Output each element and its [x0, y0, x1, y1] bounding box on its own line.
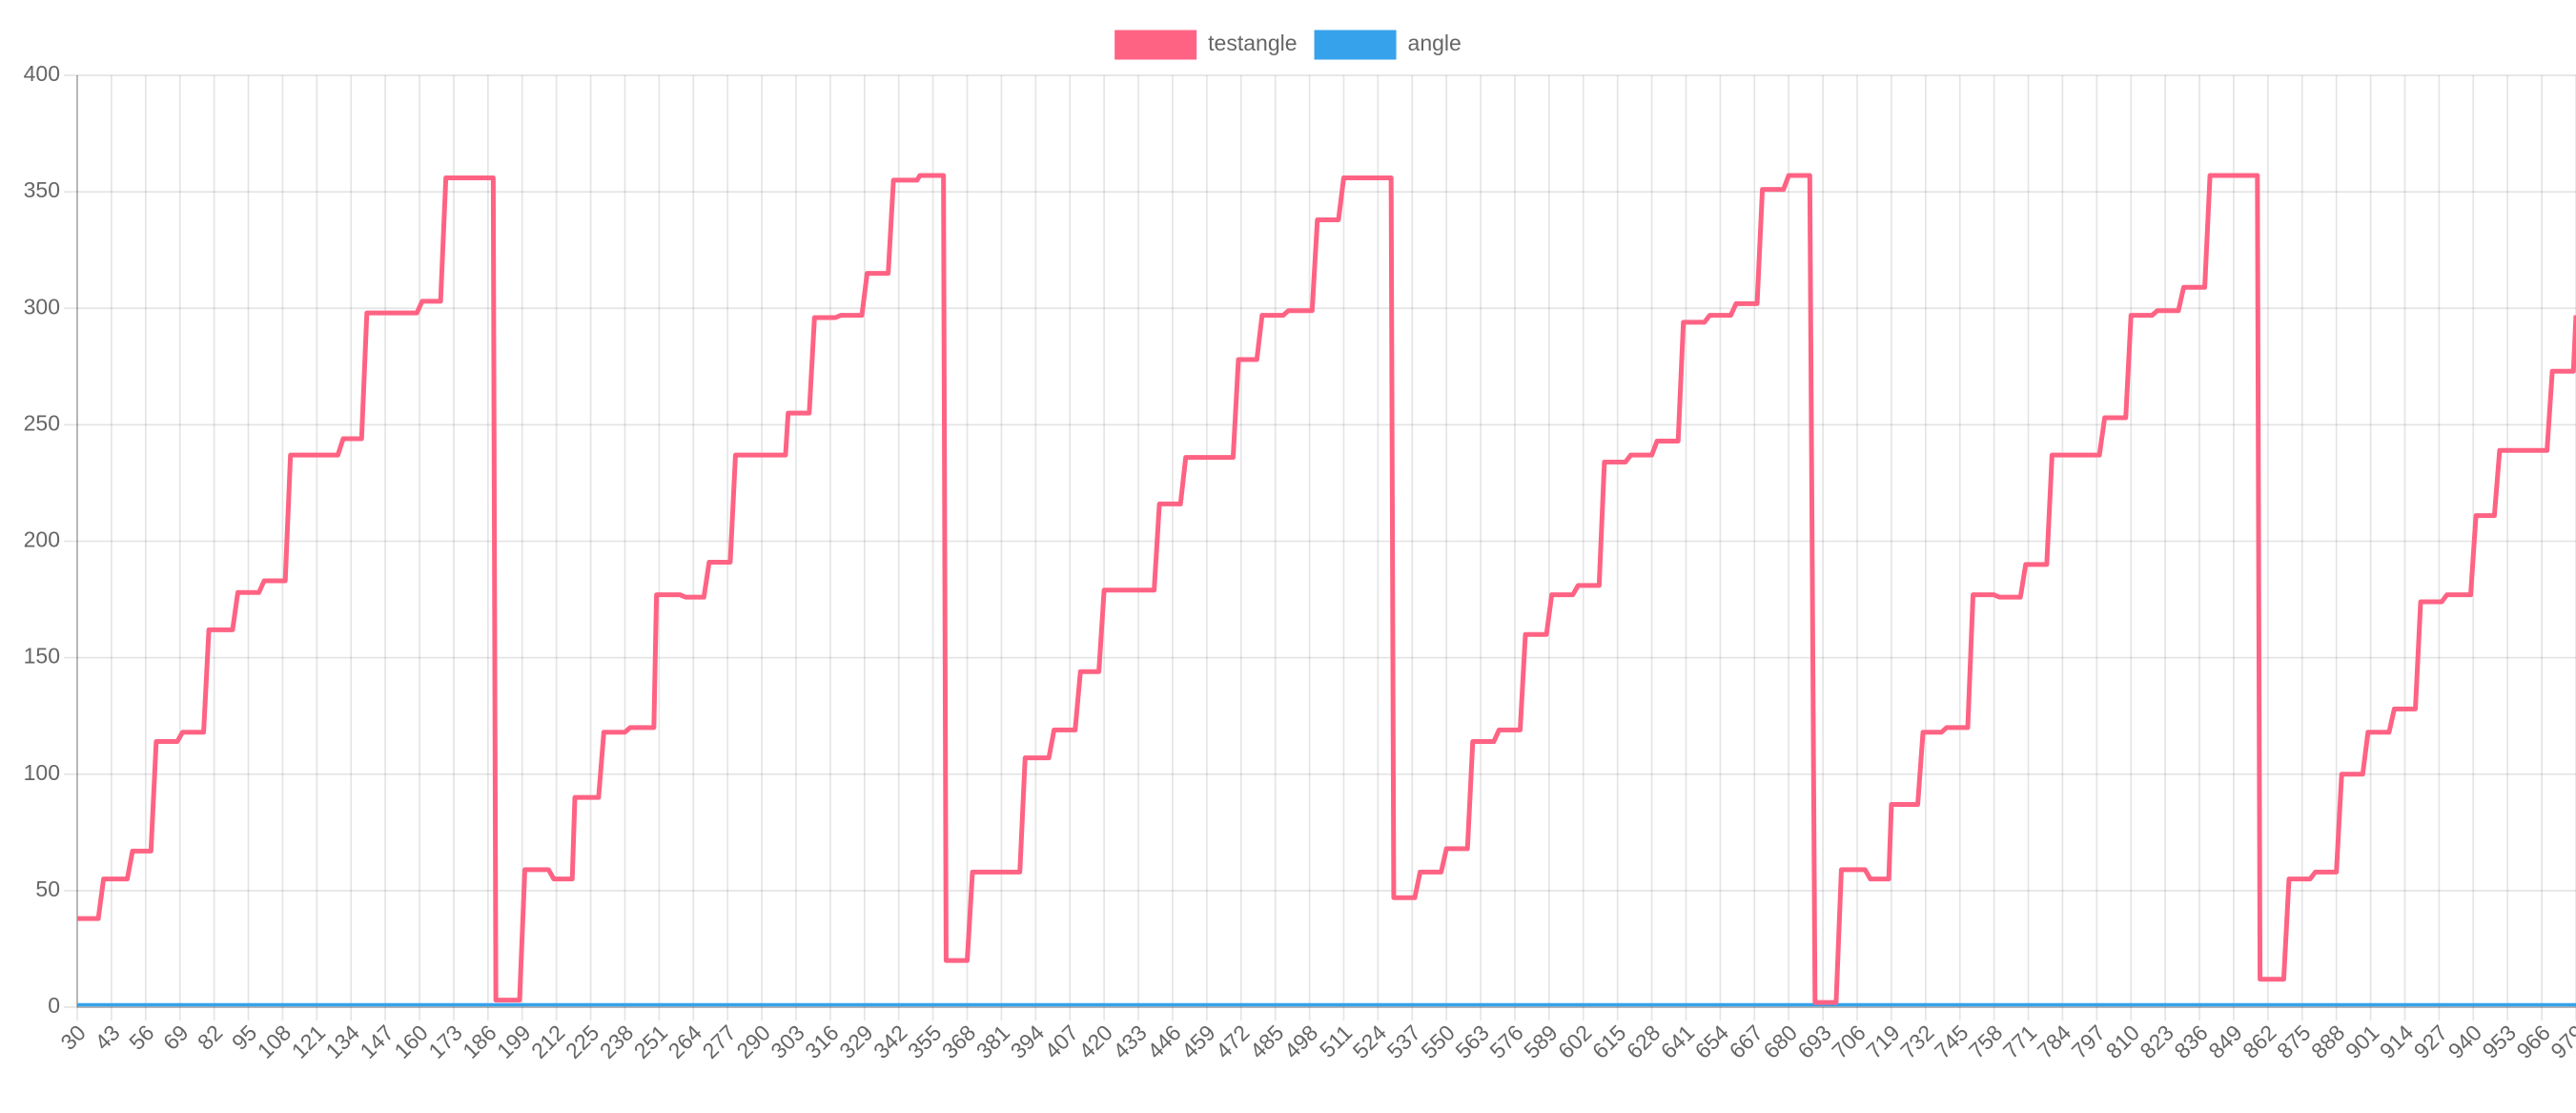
y-tick-label: 200 — [24, 527, 60, 552]
x-tick-label: 628 — [1622, 1020, 1666, 1063]
x-tick-label: 251 — [629, 1020, 673, 1063]
x-tick-label: 30 — [55, 1020, 90, 1054]
x-tick-label: 537 — [1382, 1020, 1426, 1063]
x-tick-label: 550 — [1416, 1020, 1460, 1063]
x-tick-label: 303 — [766, 1020, 809, 1063]
x-tick-label: 719 — [1861, 1020, 1905, 1063]
x-tick-label: 940 — [2443, 1020, 2487, 1063]
x-tick-label: 355 — [903, 1020, 947, 1063]
x-tick-label: 784 — [2033, 1020, 2076, 1063]
y-tick-label: 350 — [24, 177, 60, 202]
x-tick-label: 823 — [2135, 1020, 2178, 1063]
x-tick-label: 901 — [2341, 1020, 2384, 1063]
x-tick-label: 953 — [2478, 1020, 2522, 1063]
x-tick-label: 459 — [1176, 1020, 1220, 1063]
x-tick-label: 498 — [1279, 1020, 1323, 1063]
x-tick-label: 433 — [1108, 1020, 1152, 1063]
y-tick-label: 50 — [35, 876, 60, 901]
x-tick-label: 238 — [595, 1020, 639, 1063]
x-tick-label: 810 — [2101, 1020, 2145, 1063]
x-tick-label: 771 — [1998, 1020, 2042, 1063]
x-tick-label: 368 — [937, 1020, 981, 1063]
x-tick-label: 394 — [1006, 1020, 1050, 1063]
x-tick-label: 316 — [800, 1020, 844, 1063]
x-tick-label: 914 — [2375, 1020, 2419, 1063]
x-tick-label: 966 — [2511, 1020, 2555, 1063]
x-tick-label: 732 — [1895, 1020, 1939, 1063]
x-tick-label: 82 — [193, 1020, 227, 1054]
data-line — [77, 173, 2576, 1005]
x-tick-label: 576 — [1484, 1020, 1528, 1063]
x-tick-label: 420 — [1073, 1020, 1117, 1063]
x-tick-label: 381 — [971, 1020, 1015, 1063]
x-tick-label: 173 — [423, 1020, 467, 1063]
x-tick-label: 225 — [561, 1020, 604, 1063]
y-tick-label: 400 — [24, 61, 60, 86]
x-tick-label: 121 — [287, 1020, 331, 1063]
x-tick-label: 186 — [458, 1020, 501, 1063]
x-tick-label: 849 — [2203, 1020, 2247, 1063]
x-tick-label: 342 — [869, 1020, 912, 1063]
x-tick-label: 485 — [1245, 1020, 1289, 1063]
x-tick-label: 862 — [2238, 1020, 2281, 1063]
x-tick-label: 797 — [2067, 1020, 2111, 1063]
x-tick-label: 524 — [1348, 1020, 1392, 1063]
x-tick-label: 212 — [526, 1020, 570, 1063]
y-tick-label: 250 — [24, 410, 60, 435]
x-tick-label: 745 — [1930, 1020, 1973, 1063]
x-tick-label: 667 — [1725, 1020, 1768, 1063]
x-tick-label: 602 — [1553, 1020, 1597, 1063]
x-tick-label: 329 — [834, 1020, 878, 1063]
x-tick-label: 199 — [492, 1020, 536, 1063]
x-tick-label: 264 — [664, 1020, 707, 1063]
x-tick-label: 888 — [2306, 1020, 2350, 1063]
legend-swatch — [1114, 30, 1197, 60]
x-tick-label: 69 — [158, 1020, 193, 1054]
x-tick-label: 56 — [124, 1020, 158, 1054]
x-tick-label: 758 — [1964, 1020, 2008, 1063]
x-tick-label: 134 — [321, 1020, 365, 1063]
y-tick-label: 100 — [24, 760, 60, 785]
x-tick-label: 407 — [1040, 1020, 1084, 1063]
y-tick-label: 0 — [48, 993, 60, 1018]
x-tick-label: 706 — [1827, 1020, 1871, 1063]
x-tick-label: 615 — [1587, 1020, 1631, 1063]
x-tick-label: 160 — [389, 1020, 433, 1063]
y-tick-label: 150 — [24, 644, 60, 669]
y-tick-label: 300 — [24, 294, 60, 319]
x-tick-label: 927 — [2409, 1020, 2453, 1063]
x-tick-label: 589 — [1519, 1020, 1563, 1063]
x-tick-label: 108 — [253, 1020, 296, 1063]
x-tick-label: 446 — [1142, 1020, 1186, 1063]
x-tick-label: 147 — [355, 1020, 399, 1063]
x-tick-label: 641 — [1656, 1020, 1700, 1063]
x-tick-label: 979 — [2545, 1020, 2576, 1063]
legend-label: angle — [1408, 31, 1462, 55]
legend: testangle angle — [1114, 30, 1462, 60]
x-tick-label: 472 — [1211, 1020, 1255, 1063]
x-tick-label: 654 — [1690, 1020, 1734, 1063]
x-tick-label: 563 — [1450, 1020, 1494, 1063]
x-tick-label: 680 — [1759, 1020, 1803, 1063]
x-tick-label: 693 — [1792, 1020, 1836, 1063]
legend-swatch — [1314, 30, 1397, 60]
x-tick-label: 43 — [90, 1020, 124, 1054]
x-tick-label: 511 — [1315, 1020, 1357, 1061]
x-tick-label: 277 — [697, 1020, 741, 1063]
x-tick-label: 836 — [2169, 1020, 2213, 1063]
legend-label: testangle — [1208, 31, 1297, 55]
x-tick-label: 875 — [2272, 1020, 2316, 1063]
x-tick-label: 290 — [731, 1020, 775, 1063]
